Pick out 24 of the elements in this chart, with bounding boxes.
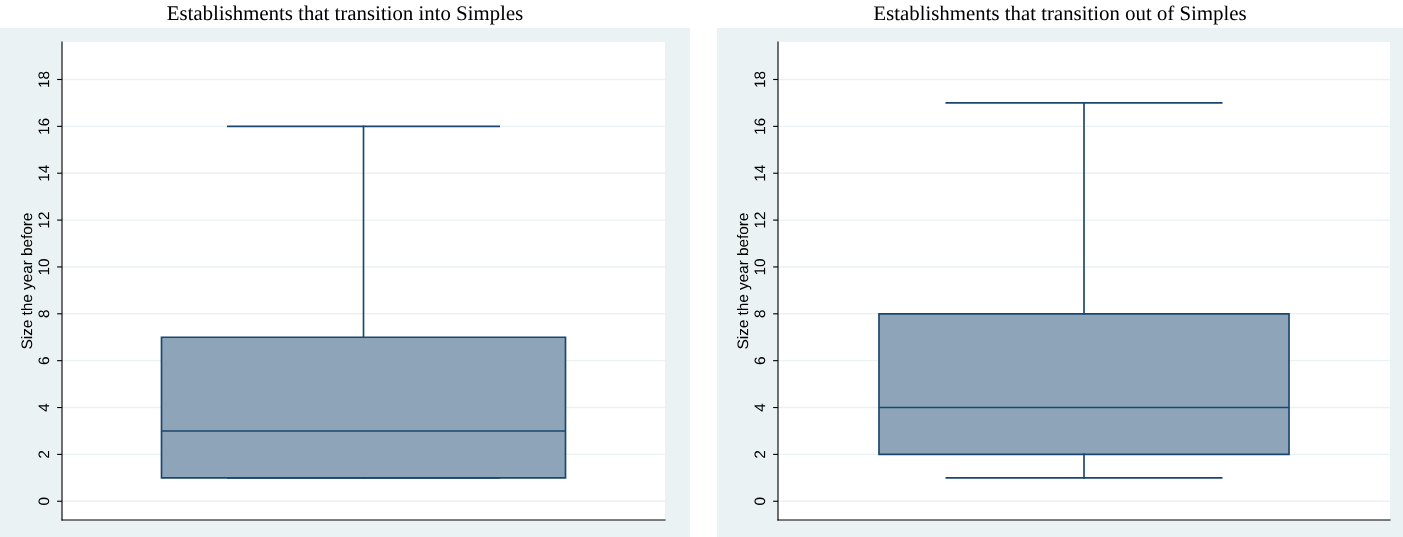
y-tick-label: 8 bbox=[38, 310, 50, 318]
y-tick-label: 2 bbox=[754, 450, 766, 458]
y-tick-label: 18 bbox=[38, 71, 50, 87]
y-tick-label: 6 bbox=[38, 357, 50, 365]
y-tick-label: 18 bbox=[754, 71, 766, 87]
y-tick-label: 8 bbox=[754, 310, 766, 318]
y-tick-label: 16 bbox=[754, 118, 766, 134]
y-tick-label: 6 bbox=[754, 357, 766, 365]
y-tick-label: 10 bbox=[754, 259, 766, 275]
chart-title: Establishments that transition out of Simples bbox=[873, 5, 1246, 25]
y-tick-label: 4 bbox=[38, 403, 50, 412]
chart-title: Establishments that transition into Simples bbox=[167, 5, 523, 25]
y-tick-label: 12 bbox=[754, 212, 766, 228]
y-tick-label: 10 bbox=[38, 259, 50, 275]
y-tick-label: 4 bbox=[754, 403, 766, 412]
y-tick-label: 0 bbox=[754, 497, 766, 505]
y-tick-label: 14 bbox=[38, 165, 50, 181]
y-axis-title: Size the year before bbox=[737, 213, 752, 349]
y-tick-label: 2 bbox=[38, 450, 50, 458]
y-tick-label: 12 bbox=[38, 212, 50, 228]
y-axis-title: Size the year before bbox=[21, 213, 36, 349]
y-tick-label: 14 bbox=[754, 165, 766, 181]
y-tick-label: 0 bbox=[38, 497, 50, 505]
y-tick-label: 16 bbox=[38, 118, 50, 134]
